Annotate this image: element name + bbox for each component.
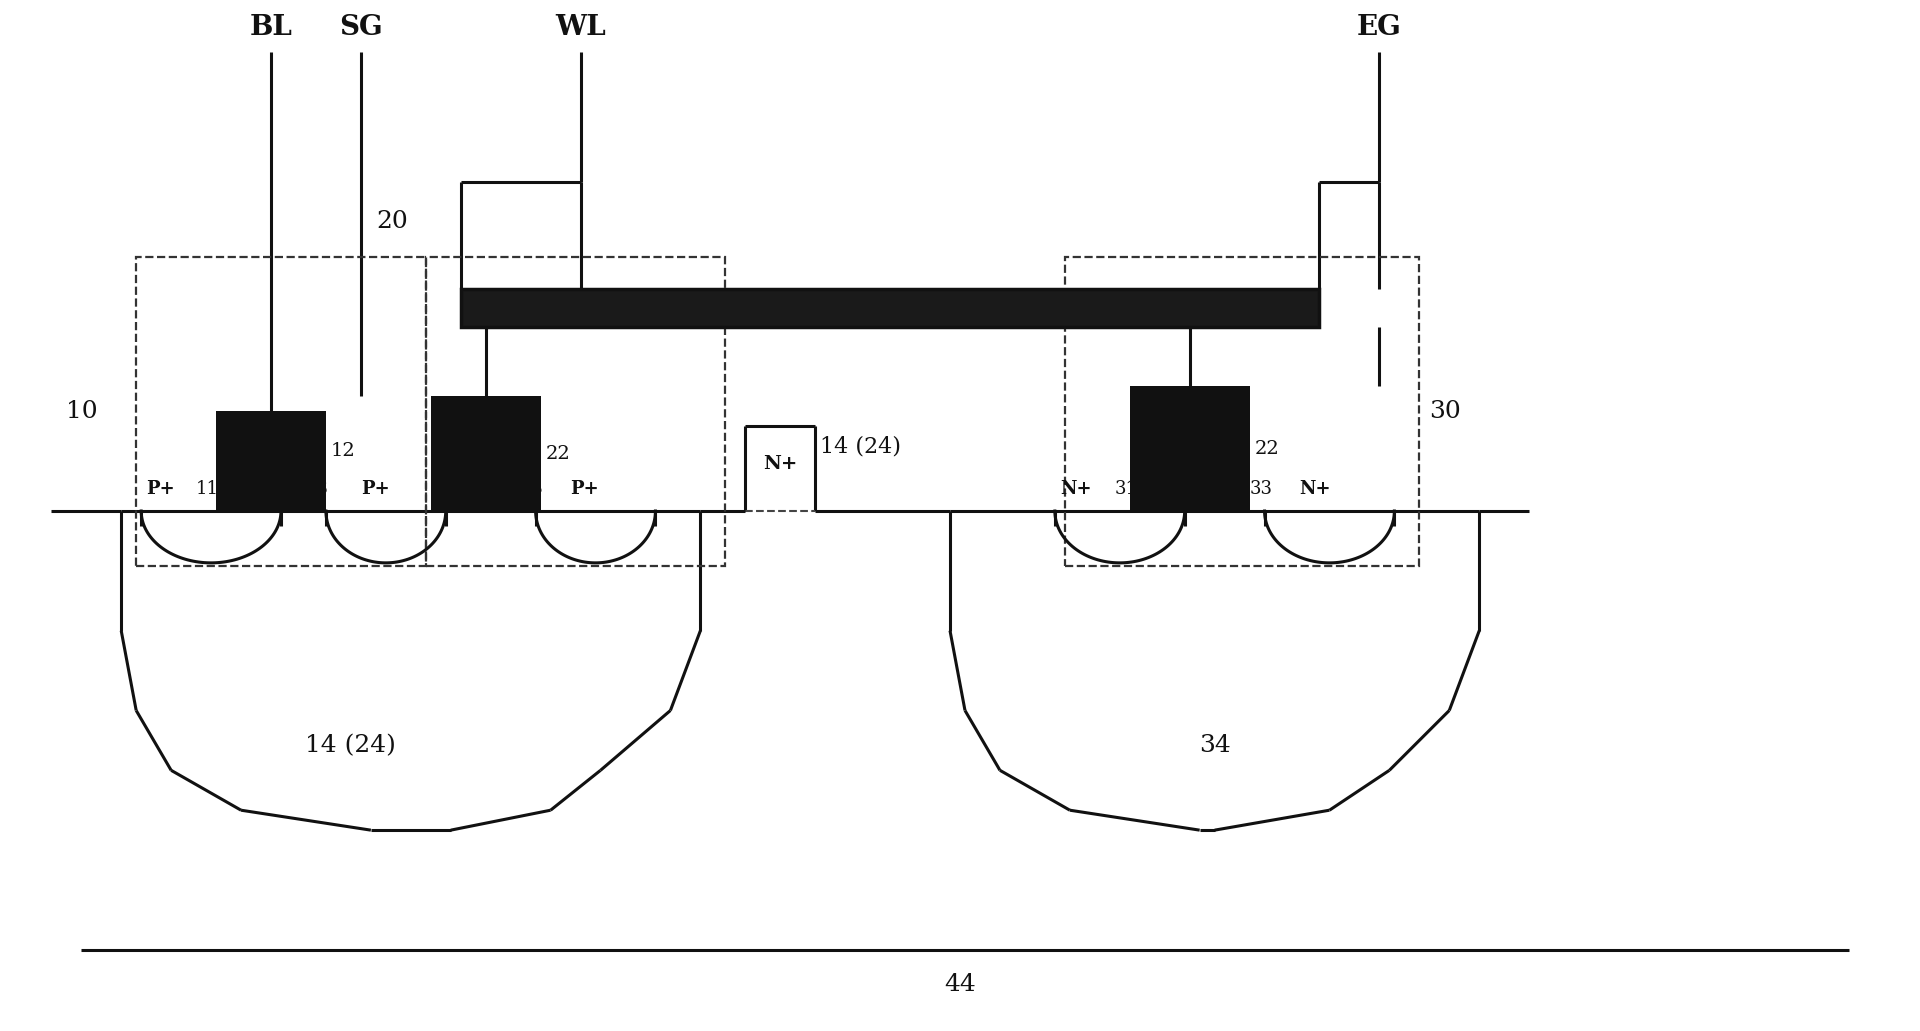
Bar: [217, 411, 326, 511]
Text: N+: N+: [762, 455, 797, 472]
Text: 33: 33: [1250, 480, 1273, 498]
Text: 14 (24): 14 (24): [820, 435, 900, 457]
Text: P+: P+: [361, 480, 390, 498]
Bar: [430, 396, 541, 511]
Text: 44: 44: [945, 973, 975, 996]
Bar: [461, 289, 1319, 327]
Text: SG: SG: [340, 13, 382, 41]
Bar: [136, 257, 426, 566]
Text: 23: 23: [520, 480, 543, 498]
Text: P+: P+: [570, 480, 599, 498]
Text: 13: 13: [305, 480, 328, 498]
Text: 31: 31: [1116, 480, 1139, 498]
Text: N+: N+: [1300, 480, 1331, 498]
Bar: [1129, 387, 1250, 511]
Text: WL: WL: [555, 13, 607, 41]
Text: 10: 10: [67, 400, 98, 423]
Bar: [461, 289, 1319, 327]
Text: N+: N+: [1060, 480, 1091, 498]
Text: 22: 22: [1254, 439, 1279, 458]
Text: 21: 21: [455, 480, 478, 498]
Text: EG: EG: [1357, 13, 1402, 41]
Text: 30: 30: [1428, 400, 1461, 423]
Text: 14 (24): 14 (24): [305, 734, 396, 757]
Bar: [1066, 257, 1419, 566]
Text: 34: 34: [1198, 734, 1231, 757]
Text: P+: P+: [146, 480, 175, 498]
Text: 22: 22: [545, 444, 570, 463]
Bar: [426, 257, 726, 566]
Text: 11: 11: [196, 480, 219, 498]
Text: 12: 12: [330, 442, 355, 460]
Text: BL: BL: [250, 13, 292, 41]
Text: 20: 20: [376, 210, 407, 233]
